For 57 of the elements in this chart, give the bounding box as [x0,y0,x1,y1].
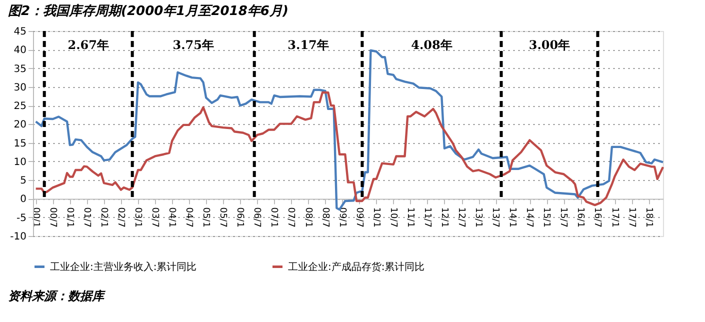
x-tick-label: 17/7 [626,207,636,228]
y-tick-label: 10 [14,156,26,168]
y-tick-label: 5 [20,176,26,187]
x-tick-label: 10/7 [388,207,398,228]
x-tick-label: 17/1 [609,207,620,228]
y-tick-label: 35 [14,64,26,75]
x-tick-label: 13/7 [490,207,500,228]
y-tick-label: 0 [20,194,26,206]
x-tick-label: 03/7 [150,207,160,228]
y-tick-label: 15 [14,138,26,150]
x-tick-label: 01/1 [64,207,74,228]
y-tick-label: -10 [10,232,26,242]
x-tick-label: 06/1 [234,207,245,228]
x-tick-label: 08/7 [320,207,330,228]
x-tick-label: 14/7 [524,207,534,228]
y-tick-label: 45 [14,26,26,38]
x-tick-label: 00/7 [47,207,58,228]
x-tick-label: 11/1 [404,207,415,228]
x-tick-label: 02/1 [98,207,108,228]
x-tick-label: 02/7 [115,207,126,228]
x-tick-label: 04/7 [184,207,194,228]
x-tick-label: 15/1 [541,207,552,228]
y-tick-label: 20 [14,120,26,131]
x-tick-label: 05/1 [200,207,211,228]
x-tick-label: 16/1 [575,207,586,228]
x-tick-label: 03/1 [132,207,142,228]
x-tick-label: 07/7 [286,207,296,228]
x-tick-label: 11/7 [422,207,432,228]
x-tick-label: 09/7 [354,207,364,228]
y-tick-label: 30 [14,82,26,94]
legend-label: 工业企业:产成品存货:累计同比 [288,260,425,273]
x-tick-label: 15/7 [558,207,568,228]
x-tick-label: 06/7 [252,207,262,228]
text: 资料来源：数据库 [8,289,106,303]
x-tick-label: 14/1 [507,207,518,228]
x-tick-label: 04/1 [166,207,177,228]
x-tick-label: 10/1 [370,207,381,228]
x-tick-label: 09/1 [336,207,347,228]
x-tick-label: 16/7 [592,207,602,228]
x-tick-label: 12/7 [456,207,466,228]
x-tick-label: 07/1 [268,207,279,228]
annotation: 3.75年 [172,38,214,52]
annotation: 3.00年 [528,38,570,52]
chart-title: 图2：我国库存周期(2000年1月至2018年6月) [8,3,288,19]
x-tick-label: 18/1 [643,207,654,228]
x-tick-label: 08/1 [302,207,313,228]
annotation: 4.08年 [411,38,452,52]
y-tick-label: -5 [16,212,26,224]
x-tick-label: 13/1 [473,207,484,228]
legend-label: 工业企业:主营业务收入:累计同比 [50,260,197,273]
x-tick-label: 05/7 [218,207,228,228]
annotation: 2.67年 [68,38,109,52]
y-tick-label: 40 [14,45,26,56]
annotation: 3.17年 [288,38,329,52]
y-tick-label: 25 [14,101,26,112]
x-tick-label: 12/1 [438,207,449,228]
x-tick-label: 01/7 [81,207,92,228]
